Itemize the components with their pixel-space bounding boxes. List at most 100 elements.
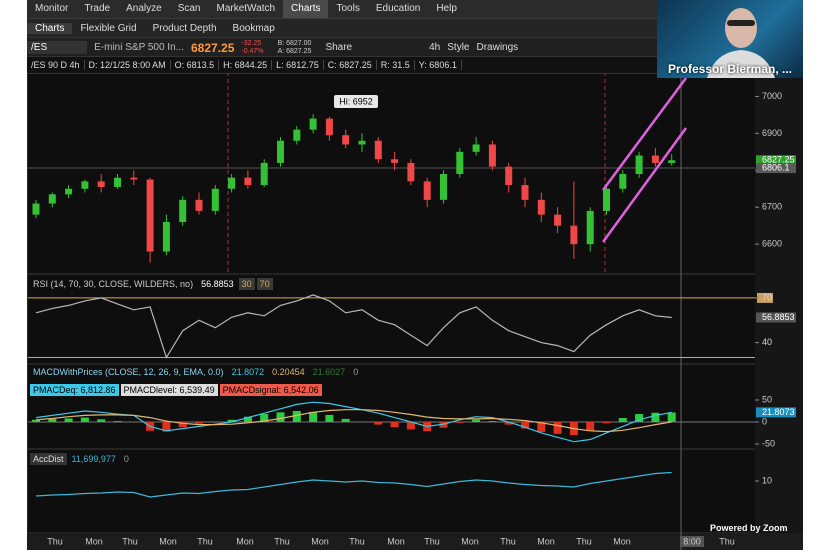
- y-tick-label: -50: [762, 438, 775, 448]
- x-tick-label: Thu: [122, 536, 138, 546]
- menu-item[interactable]: Tools: [336, 3, 360, 14]
- x-tick-label: Thu: [349, 536, 365, 546]
- rsi-overbought: 70: [256, 278, 273, 290]
- info-field: L: 6812.75: [272, 60, 324, 70]
- candle-body: [440, 174, 447, 200]
- candle-body: [114, 177, 121, 187]
- symbol[interactable]: /ES: [27, 41, 88, 54]
- candle-body: [488, 144, 496, 167]
- panel-background: [27, 363, 803, 450]
- candle-body: [391, 159, 399, 163]
- x-tick-label: Thu: [576, 536, 592, 546]
- histogram-bar: [178, 421, 187, 428]
- x-tick-label: Mon: [311, 536, 329, 546]
- x-tick-label: Mon: [537, 536, 555, 546]
- channel-line: [601, 77, 688, 191]
- menu-item[interactable]: Education: [375, 3, 421, 14]
- bid: B: 6827.00: [277, 39, 312, 47]
- video-frame: [707, 8, 775, 78]
- description: E-mini S&P 500 In...: [94, 42, 184, 53]
- accdist-header: AccDist 11,699,977 0: [30, 453, 134, 465]
- macd-value: 21.8072: [231, 367, 265, 377]
- histogram-bar: [504, 421, 513, 425]
- annotation-box: [334, 95, 378, 108]
- pmacd-level: PMACDlevel: 6,539.49: [120, 384, 218, 396]
- pmacd-signal: PMACDsignal: 6,542.06: [219, 384, 322, 396]
- participant-name: Professor Bierman, ...: [667, 62, 793, 76]
- menu-item[interactable]: Trade: [84, 3, 111, 14]
- menu-item[interactable]: Analyze: [126, 3, 162, 14]
- candle-body: [130, 177, 138, 180]
- histogram-bar: [243, 416, 252, 422]
- symbol-bar: /ES E-mini S&P 500 In... 6827.25 -32.25-…: [27, 37, 657, 57]
- histogram-bar: [667, 412, 676, 422]
- histogram-bar: [292, 410, 301, 422]
- change-pct: -0.47%: [241, 47, 264, 55]
- histogram-bar: [276, 412, 285, 422]
- candle-body: [244, 177, 252, 186]
- histogram-bar: [309, 411, 318, 422]
- menu-item[interactable]: Charts: [283, 0, 329, 18]
- candle-body: [277, 140, 284, 163]
- histogram-bar: [602, 421, 611, 424]
- menu-item[interactable]: Scan: [177, 3, 201, 14]
- interval-button[interactable]: 4h: [429, 42, 441, 53]
- toolbar-button[interactable]: Charts: [27, 22, 73, 34]
- histogram-bar: [439, 421, 448, 428]
- histogram-bar: [227, 419, 236, 422]
- candle-body: [472, 144, 480, 152]
- x-tick-label: Mon: [159, 536, 177, 546]
- x-tick-label: Thu: [424, 536, 440, 546]
- annotation: Hi: 6952: [339, 96, 373, 106]
- candle-body: [97, 181, 105, 187]
- current-label-box: [756, 312, 796, 323]
- price-label: 6827.25: [762, 155, 795, 165]
- pmacd-eq: PMACDeq: 6,812.86: [30, 384, 119, 396]
- rsi-value: 56.8853: [201, 279, 234, 289]
- axis-strip: [755, 72, 803, 550]
- candle-body: [407, 162, 415, 182]
- histogram-bar: [325, 414, 334, 422]
- candle-body: [342, 135, 350, 145]
- style-button[interactable]: Style: [447, 42, 470, 53]
- candle-body: [521, 185, 529, 200]
- time-axis: [27, 533, 803, 550]
- menu-item[interactable]: MarketWatch: [216, 3, 276, 14]
- drawings-button[interactable]: Drawings: [476, 42, 519, 53]
- candle-body: [260, 162, 268, 186]
- candle-body: [179, 199, 187, 222]
- macd-title: MACDWithPrices (CLOSE, 12, 26, 9, EMA, 0…: [33, 367, 224, 377]
- y-tick-label: 10: [762, 475, 772, 485]
- candle-body: [635, 155, 643, 174]
- price-label: 6806.1: [762, 162, 790, 172]
- time-cursor-box: [680, 536, 704, 547]
- candle-body: [537, 199, 545, 215]
- toolbar-button[interactable]: Bookmap: [232, 22, 275, 34]
- candle-body: [146, 179, 154, 252]
- indicator-line: [35, 294, 672, 359]
- menu-item[interactable]: Monitor: [35, 3, 69, 14]
- histogram-bar: [374, 421, 383, 425]
- x-tick-label: Thu: [500, 536, 516, 546]
- histogram-bar: [635, 414, 644, 422]
- x-tick-label: Mon: [85, 536, 103, 546]
- axis-value-box: [756, 407, 796, 418]
- share-button[interactable]: Share: [325, 42, 353, 53]
- histogram-bar: [64, 418, 73, 422]
- panel-background: [27, 273, 803, 365]
- menu-item[interactable]: Help: [436, 3, 457, 14]
- axis-value: 21.8073: [762, 407, 795, 417]
- candle-body: [32, 203, 40, 215]
- face: [725, 8, 757, 48]
- toolbar-button[interactable]: Product Depth: [152, 22, 217, 34]
- candle-body: [423, 181, 431, 200]
- quote: B: 6827.00 A: 6827.25: [278, 40, 319, 56]
- video-overlay: Professor Bierman, ...: [657, 0, 803, 78]
- pmacd-header: PMACDeq: 6,812.86 PMACDlevel: 6,539.49 P…: [30, 384, 324, 396]
- panel-background: [27, 448, 803, 534]
- candle-body: [228, 177, 236, 189]
- toolbar-button[interactable]: Flexible Grid: [80, 22, 137, 34]
- x-tick-label: 8:00: [683, 536, 701, 546]
- candle-body: [48, 194, 56, 204]
- panel-background: [27, 71, 803, 275]
